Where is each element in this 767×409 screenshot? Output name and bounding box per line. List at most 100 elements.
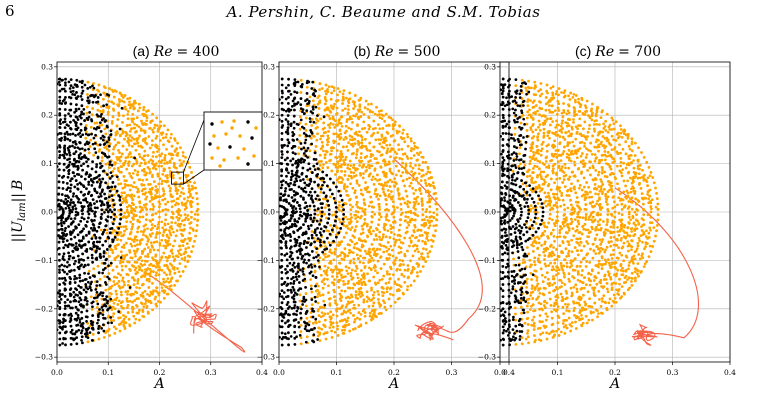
chaotic-point <box>409 137 413 141</box>
laminar-point <box>85 233 88 237</box>
chaotic-point <box>122 114 125 118</box>
chaotic-point <box>99 105 103 108</box>
chaotic-point <box>141 233 145 237</box>
laminar-point <box>310 233 314 237</box>
chaotic-point <box>412 244 415 248</box>
chaotic-point <box>399 174 403 178</box>
laminar-point <box>323 303 327 307</box>
laminar-point <box>75 128 79 132</box>
chaotic-point <box>375 157 378 161</box>
chaotic-point <box>360 135 364 139</box>
laminar-point <box>310 287 313 291</box>
chaotic-point <box>346 300 350 304</box>
chaotic-point <box>305 85 309 89</box>
chaotic-point <box>133 244 137 248</box>
laminar-point <box>81 235 85 239</box>
chaotic-point <box>329 104 333 108</box>
laminar-point <box>297 217 301 220</box>
laminar-point <box>310 196 313 200</box>
laminar-point <box>291 151 295 155</box>
chaotic-point <box>528 155 532 159</box>
chaotic-point <box>391 248 394 252</box>
chaotic-point <box>311 321 315 325</box>
chaotic-point <box>364 181 368 184</box>
chaotic-point <box>415 247 419 251</box>
laminar-point <box>77 223 81 227</box>
chaotic-point <box>353 228 357 232</box>
chaotic-point <box>346 282 350 285</box>
laminar-point <box>314 300 318 303</box>
laminar-point <box>76 294 80 297</box>
chaotic-point <box>181 270 185 273</box>
chaotic-point <box>359 269 363 272</box>
chaotic-point <box>383 222 386 226</box>
chaotic-point <box>165 147 168 151</box>
chaotic-point <box>372 182 376 186</box>
chaotic-point <box>345 193 349 197</box>
laminar-point <box>293 330 297 334</box>
chaotic-point <box>304 122 308 126</box>
chaotic-point <box>346 319 349 323</box>
laminar-point <box>285 252 289 256</box>
chaotic-point <box>179 274 182 278</box>
laminar-point <box>72 164 76 168</box>
chaotic-point <box>299 78 303 82</box>
chaotic-point <box>359 313 363 316</box>
laminar-point <box>290 257 294 261</box>
laminar-point <box>77 328 81 332</box>
laminar-point <box>58 156 61 160</box>
chaotic-point <box>343 161 346 165</box>
chaotic-point <box>380 109 383 113</box>
laminar-point <box>91 327 95 331</box>
laminar-point <box>63 229 67 233</box>
chaotic-point <box>395 173 398 177</box>
chaotic-point <box>119 238 123 242</box>
chaotic-point <box>123 161 126 165</box>
chaotic-point <box>396 206 399 209</box>
chaotic-point <box>424 190 428 194</box>
laminar-point <box>110 174 114 178</box>
laminar-point <box>63 108 67 111</box>
laminar-point <box>289 214 293 217</box>
chaotic-point <box>412 154 416 157</box>
chaotic-point <box>371 308 375 312</box>
chaotic-point <box>128 100 131 104</box>
laminar-point <box>58 208 61 211</box>
laminar-point <box>87 272 90 276</box>
chaotic-point <box>190 215 193 219</box>
chaotic-point <box>400 147 404 151</box>
laminar-point <box>61 120 65 124</box>
chaotic-point <box>144 234 148 238</box>
chaotic-point <box>157 293 161 297</box>
chaotic-point <box>363 314 367 318</box>
laminar-point <box>321 176 324 180</box>
chaotic-point <box>114 327 118 331</box>
laminar-point <box>66 175 70 179</box>
laminar-point <box>319 243 323 247</box>
laminar-point <box>280 331 284 335</box>
chaotic-point <box>145 260 149 263</box>
chaotic-point <box>116 303 120 306</box>
laminar-point <box>291 99 295 103</box>
chaotic-point <box>193 213 197 216</box>
laminar-point <box>107 236 111 240</box>
chaotic-point <box>380 290 384 294</box>
laminar-point <box>291 276 295 279</box>
laminar-point <box>95 165 98 169</box>
chaotic-point <box>339 273 343 277</box>
chaotic-point <box>372 131 376 135</box>
chaotic-point <box>162 189 166 193</box>
chaotic-point <box>326 143 329 147</box>
chaotic-point <box>383 208 387 212</box>
chaotic-point <box>151 281 154 285</box>
chaotic-point <box>537 253 541 257</box>
chaotic-point <box>131 225 134 229</box>
laminar-point <box>60 224 64 228</box>
laminar-point <box>84 282 88 286</box>
chaotic-point <box>351 205 354 209</box>
chaotic-point <box>376 289 380 293</box>
chaotic-point <box>319 160 323 163</box>
chaotic-point <box>165 285 169 289</box>
chaotic-point <box>393 243 397 247</box>
chaotic-point <box>137 309 141 312</box>
